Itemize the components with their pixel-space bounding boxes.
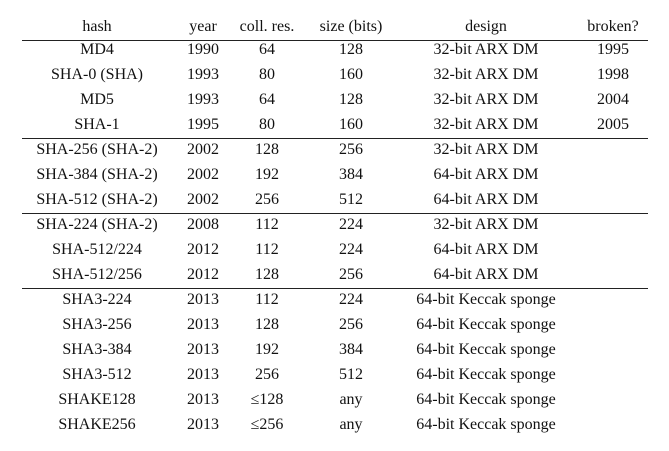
table-cell: 128	[339, 41, 363, 58]
table-cell: 112	[255, 216, 279, 233]
table-cell: 64	[259, 41, 275, 58]
table-cell: 64-bit ARX DM	[433, 166, 539, 183]
table-cell: 1990	[187, 41, 219, 58]
table-cell: 32-bit ARX DM	[433, 116, 539, 133]
table-cell: ≤256	[250, 416, 284, 433]
header-cell: broken?	[587, 18, 639, 35]
table-cell: MD5	[80, 91, 114, 108]
group-rule	[22, 213, 648, 214]
table-cell: 64-bit Keccak sponge	[416, 316, 556, 333]
table-cell: 64-bit ARX DM	[433, 241, 539, 258]
table-cell: 128	[255, 266, 279, 283]
table-cell: 192	[255, 166, 279, 183]
table-cell: 64-bit ARX DM	[433, 191, 539, 208]
table-cell: 224	[339, 291, 363, 308]
table-cell: 2005	[597, 116, 629, 133]
header-cell: year	[189, 18, 217, 35]
table-cell: 1993	[187, 91, 219, 108]
table-cell: 32-bit ARX DM	[433, 91, 539, 108]
table-cell: 256	[339, 266, 363, 283]
table-cell: 64-bit Keccak sponge	[416, 391, 556, 408]
table-cell: 2008	[187, 216, 219, 233]
table-cell: MD4	[80, 41, 114, 58]
header-cell: coll. res.	[239, 18, 295, 35]
table-cell: 2012	[187, 241, 219, 258]
table-cell: 2013	[187, 416, 219, 433]
table-cell: any	[339, 391, 363, 408]
header-cell: design	[465, 18, 507, 35]
table-cell: 1998	[597, 66, 629, 83]
table-cell: 2002	[187, 141, 219, 158]
table-cell: 64	[259, 91, 275, 108]
table-cell: 2013	[187, 391, 219, 408]
table-cell: 32-bit ARX DM	[433, 216, 539, 233]
table-cell: 2002	[187, 191, 219, 208]
table-cell: 192	[255, 341, 279, 358]
table-cell: SHA-512 (SHA-2)	[36, 191, 158, 208]
table-cell: SHA-512/256	[52, 266, 142, 283]
table-cell: 112	[255, 291, 279, 308]
table-cell: 128	[255, 141, 279, 158]
table-cell: ≤128	[250, 391, 284, 408]
table-cell: 64-bit Keccak sponge	[416, 366, 556, 383]
header-cell: size (bits)	[319, 18, 383, 35]
table-cell: SHA-256 (SHA-2)	[36, 141, 158, 158]
table-cell: SHA3-256	[62, 316, 132, 333]
table-cell: 256	[255, 366, 279, 383]
table-cell: 256	[255, 191, 279, 208]
table-cell: 80	[259, 66, 275, 83]
table-cell: 64-bit Keccak sponge	[416, 341, 556, 358]
header-cell: hash	[82, 18, 112, 35]
table-cell: 160	[339, 116, 363, 133]
table-cell: SHA3-384	[62, 341, 132, 358]
table-cell: 128	[255, 316, 279, 333]
table-cell: 64-bit Keccak sponge	[416, 416, 556, 433]
group-rule	[22, 288, 648, 289]
table-cell: 2013	[187, 316, 219, 333]
header-rule	[22, 40, 648, 41]
table-cell: SHA-0 (SHA)	[51, 66, 143, 83]
table-cell: 256	[339, 141, 363, 158]
table-cell: SHA-224 (SHA-2)	[36, 216, 158, 233]
table-cell: SHA-384 (SHA-2)	[36, 166, 158, 183]
table-cell: SHAKE128	[58, 391, 136, 408]
table-cell: 32-bit ARX DM	[433, 141, 539, 158]
table-cell: 2004	[597, 91, 629, 108]
table-cell: 2013	[187, 341, 219, 358]
table-cell: SHA3-512	[62, 366, 132, 383]
table-cell: 128	[339, 91, 363, 108]
table-cell: 1995	[597, 41, 629, 58]
table-cell: 224	[339, 216, 363, 233]
table-cell: 256	[339, 316, 363, 333]
group-rule	[22, 138, 648, 139]
table-cell: any	[339, 416, 363, 433]
table-cell: 32-bit ARX DM	[433, 41, 539, 58]
table-cell: 512	[339, 191, 363, 208]
table-cell: 224	[339, 241, 363, 258]
table-cell: SHA3-224	[62, 291, 132, 308]
table-cell: 1993	[187, 66, 219, 83]
table-cell: 112	[255, 241, 279, 258]
table-cell: 2002	[187, 166, 219, 183]
table-cell: 64-bit Keccak sponge	[416, 291, 556, 308]
table-cell: SHA-512/224	[52, 241, 142, 258]
table-cell: SHA-1	[74, 116, 120, 133]
table-cell: 384	[339, 166, 363, 183]
table-cell: 2013	[187, 291, 219, 308]
table-cell: 2013	[187, 366, 219, 383]
table-cell: SHAKE256	[58, 416, 136, 433]
table-cell: 80	[259, 116, 275, 133]
table-cell: 384	[339, 341, 363, 358]
table-cell: 512	[339, 366, 363, 383]
table-cell: 64-bit ARX DM	[433, 266, 539, 283]
table-cell: 1995	[187, 116, 219, 133]
table-cell: 2012	[187, 266, 219, 283]
table-cell: 160	[339, 66, 363, 83]
table-cell: 32-bit ARX DM	[433, 66, 539, 83]
